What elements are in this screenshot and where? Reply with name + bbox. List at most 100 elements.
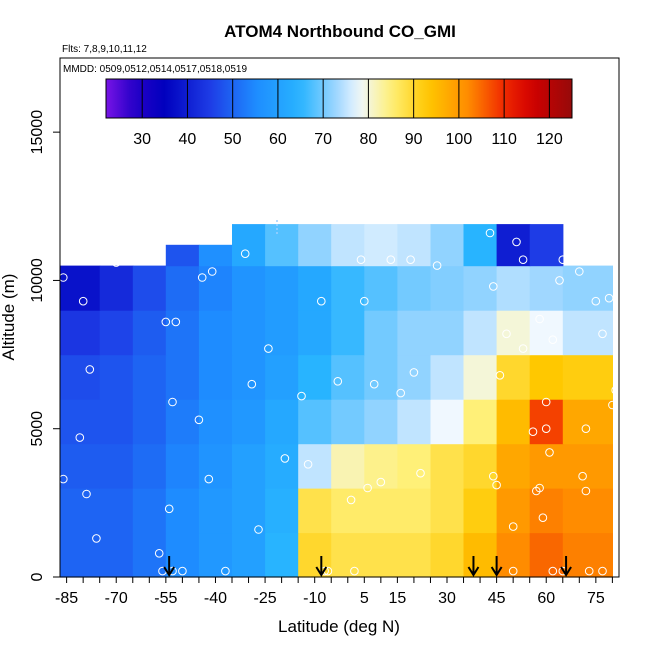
observation-point — [581, 486, 591, 496]
field-cell — [364, 310, 398, 356]
field-cell — [397, 443, 432, 489]
observation-point — [489, 282, 498, 291]
field-cell — [265, 532, 299, 578]
field-cell — [298, 399, 332, 445]
field-cell — [331, 532, 365, 578]
observation-point — [541, 397, 551, 407]
field-cell — [463, 488, 498, 534]
field-cell — [496, 399, 531, 445]
field-cell — [496, 224, 531, 267]
observation-point — [75, 433, 85, 442]
field-cell — [529, 399, 564, 445]
flights-note: Flts: 7,8,9,10,11,12 — [62, 44, 147, 55]
observation-point — [575, 267, 584, 276]
field-cell — [298, 443, 332, 489]
field-cell — [364, 532, 398, 578]
field-cell — [265, 354, 299, 400]
field-cell — [232, 310, 266, 356]
arrow-head — [490, 566, 503, 577]
field-cell — [529, 488, 564, 534]
field-cell — [430, 354, 465, 400]
colorbar-tick-label: 50 — [224, 131, 242, 148]
observation-point — [297, 391, 306, 401]
field-cell — [232, 532, 266, 578]
field-cell — [99, 532, 134, 578]
observation-point — [541, 424, 551, 434]
observation-point — [409, 368, 419, 377]
field-cell — [496, 443, 531, 489]
observation-point — [406, 255, 415, 265]
observation-point — [502, 329, 511, 339]
observation-point — [518, 344, 528, 353]
flight-marker-arrow — [560, 556, 572, 577]
x-tick-label: 5 — [360, 590, 369, 607]
observation-point — [578, 471, 587, 481]
field-cell — [232, 224, 266, 267]
observation-point — [518, 255, 528, 265]
colorbar-tick-label: 70 — [314, 131, 332, 148]
colorbar-tick-label: 110 — [491, 131, 517, 148]
observation-point — [204, 474, 214, 484]
colorbar-ticks: 30 40 50 60 70 80 90 100 110 120 — [133, 79, 563, 148]
colorbar-tick-label: 80 — [360, 131, 378, 148]
y-tick-label: 15000 — [29, 110, 46, 155]
observation-point — [432, 261, 442, 270]
arrow-head — [560, 566, 572, 577]
observation-point — [535, 314, 544, 324]
field-cell — [99, 399, 134, 445]
field-cell — [232, 265, 266, 311]
observation-point — [598, 566, 607, 576]
field-cell — [331, 443, 365, 489]
field-cell — [364, 443, 398, 489]
field-cell — [232, 354, 266, 400]
field-cell — [265, 224, 299, 267]
x-axis-label: Latitude (deg N) — [278, 617, 400, 636]
field-cell — [496, 488, 531, 534]
y-tick-label: 10000 — [29, 258, 46, 303]
field-cell — [60, 354, 101, 400]
flight-marker-arrow — [490, 556, 503, 577]
y-axis-label: Altitude (m) — [0, 274, 18, 361]
observation-point — [154, 549, 164, 558]
observation-point — [171, 317, 181, 327]
field-cell — [232, 399, 266, 445]
x-tick-label: 45 — [488, 590, 506, 607]
field-cell — [165, 265, 200, 311]
field-cell — [265, 399, 299, 445]
field-cell — [198, 532, 233, 578]
field-cell — [331, 488, 365, 534]
field-cell — [331, 354, 365, 400]
field-cell — [232, 443, 266, 489]
observation-point — [558, 255, 568, 265]
field-cell — [331, 399, 365, 445]
field-cell — [331, 310, 365, 356]
observation-point — [584, 566, 594, 576]
field-cell — [430, 488, 465, 534]
field-cell — [562, 310, 613, 356]
observation-point — [207, 267, 217, 276]
field-cell — [198, 399, 233, 445]
observation-point — [545, 448, 554, 457]
field-cell — [298, 488, 332, 534]
observation-point — [508, 566, 518, 576]
field-cell — [364, 265, 398, 311]
observation-point — [82, 489, 91, 499]
observation-point — [247, 379, 257, 389]
observation-point — [363, 483, 372, 493]
observation-point — [611, 385, 621, 395]
y-tick-label: 0 — [29, 572, 46, 581]
field-cell — [132, 265, 167, 311]
field-cell — [132, 399, 167, 445]
dates-note: MMDD: 0509,0512,0514,0517,0518,0519 — [63, 64, 247, 75]
field-cell — [132, 532, 167, 578]
field-cell — [496, 532, 531, 578]
x-tick-label: -70 — [105, 590, 128, 607]
field-cell — [132, 354, 167, 400]
field-cell — [529, 310, 564, 356]
arrow-head — [163, 566, 176, 577]
observation-point — [495, 371, 505, 380]
field-cell — [298, 532, 332, 578]
field-cell — [463, 532, 498, 578]
x-tick-label: -85 — [55, 590, 78, 607]
